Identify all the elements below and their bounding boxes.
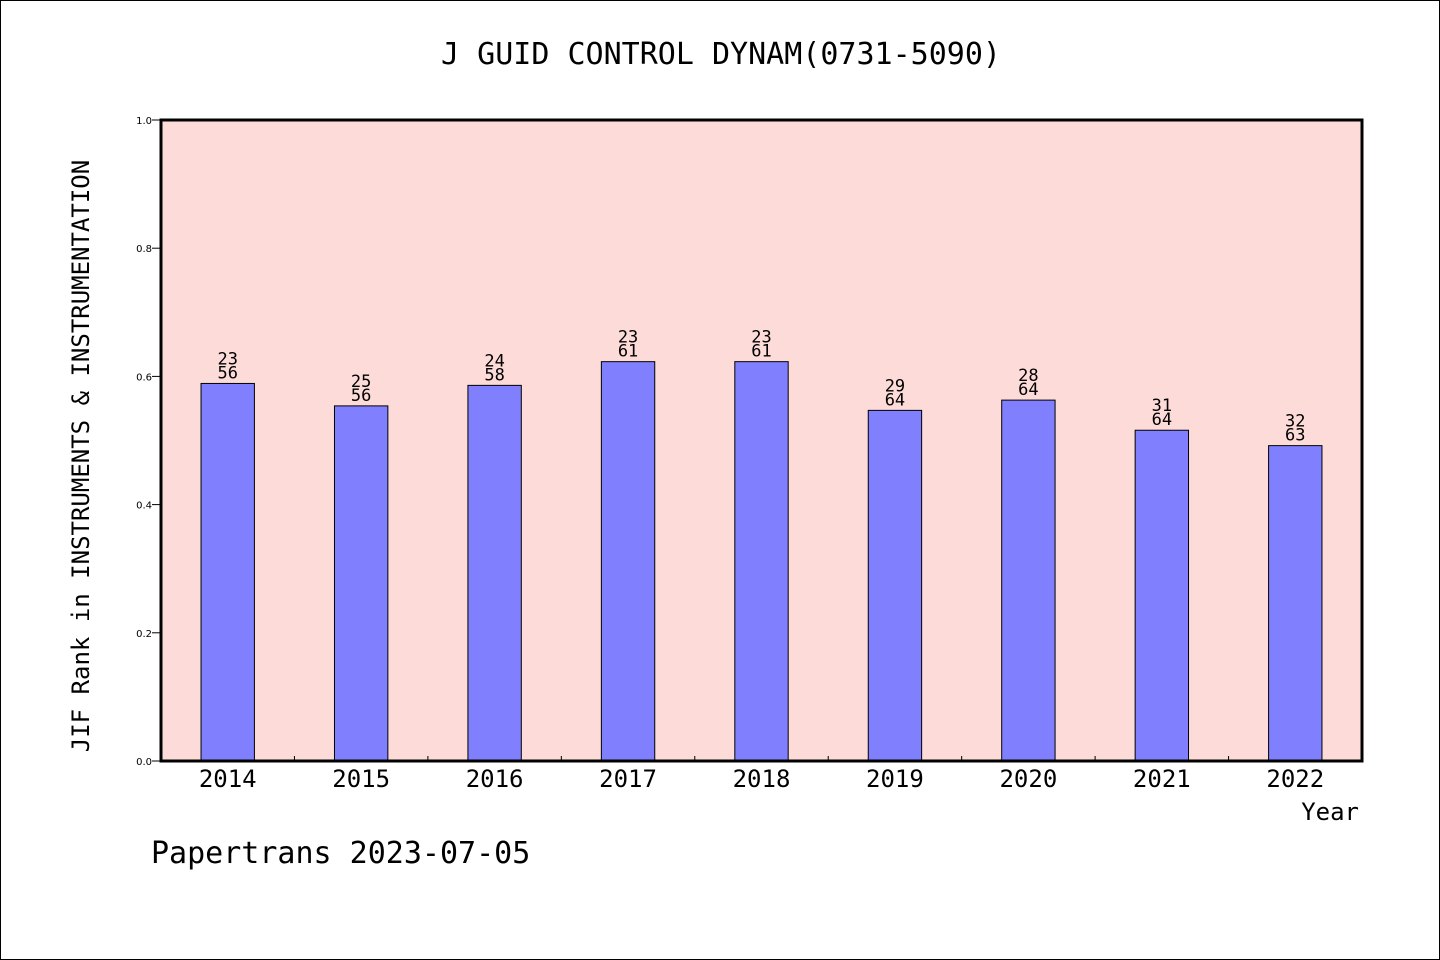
x-tick-label: 2022 (1266, 765, 1324, 793)
data-label-rank: 24 (484, 351, 504, 371)
data-label-total: 58 (484, 365, 504, 385)
data-label-rank: 23 (751, 328, 771, 348)
x-tick-label: 2020 (999, 765, 1057, 793)
data-label-rank: 32 (1285, 412, 1305, 432)
data-label-total: 61 (751, 342, 771, 362)
data-label-rank: 31 (1152, 396, 1172, 416)
data-label-rank: 23 (217, 349, 237, 369)
bar-2019 (867, 409, 923, 762)
data-label-total: 63 (1285, 426, 1305, 446)
x-axis-label: Year (1301, 798, 1359, 826)
data-label-rank: 28 (1018, 366, 1038, 386)
y-tick-label: 0.2 (136, 629, 152, 640)
bar-2014 (200, 382, 255, 762)
data-label-total: 56 (217, 363, 237, 383)
data-label-rank: 25 (351, 372, 371, 392)
y-tick-label: 1.0 (136, 116, 152, 127)
x-tick-label: 2019 (866, 765, 924, 793)
x-tick-label: 2018 (733, 765, 791, 793)
bar-2021 (1134, 429, 1190, 762)
data-label-total: 64 (1018, 380, 1038, 400)
x-tick-label: 2016 (466, 765, 524, 793)
x-tick-label: 2017 (599, 765, 657, 793)
x-tick-label: 2015 (332, 765, 390, 793)
x-tick-label: 2021 (1133, 765, 1191, 793)
bar-2022 (1268, 445, 1323, 762)
data-label-total: 64 (1152, 410, 1172, 430)
bar-2017 (600, 361, 656, 762)
y-tick-label: 0.0 (136, 757, 152, 768)
data-label-total: 56 (351, 386, 371, 406)
data-label-rank: 23 (618, 328, 638, 348)
footer-credit: Papertrans 2023-07-05 (151, 836, 531, 871)
data-label-total: 64 (885, 390, 905, 410)
bar-2015 (333, 405, 389, 762)
x-tick-label: 2014 (199, 765, 257, 793)
bar-2018 (734, 361, 789, 762)
y-tick-label: 0.4 (136, 501, 152, 512)
bar-2016 (467, 384, 522, 762)
y-tick-label: 0.8 (136, 244, 152, 255)
data-label-total: 61 (618, 342, 638, 362)
plot-border (159, 118, 1364, 763)
data-label-rank: 29 (885, 376, 905, 396)
bar-2020 (1001, 399, 1056, 762)
y-tick-label: 0.6 (136, 372, 152, 383)
chart-title: J GUID CONTROL DYNAM(0731-5090) (441, 37, 1001, 72)
